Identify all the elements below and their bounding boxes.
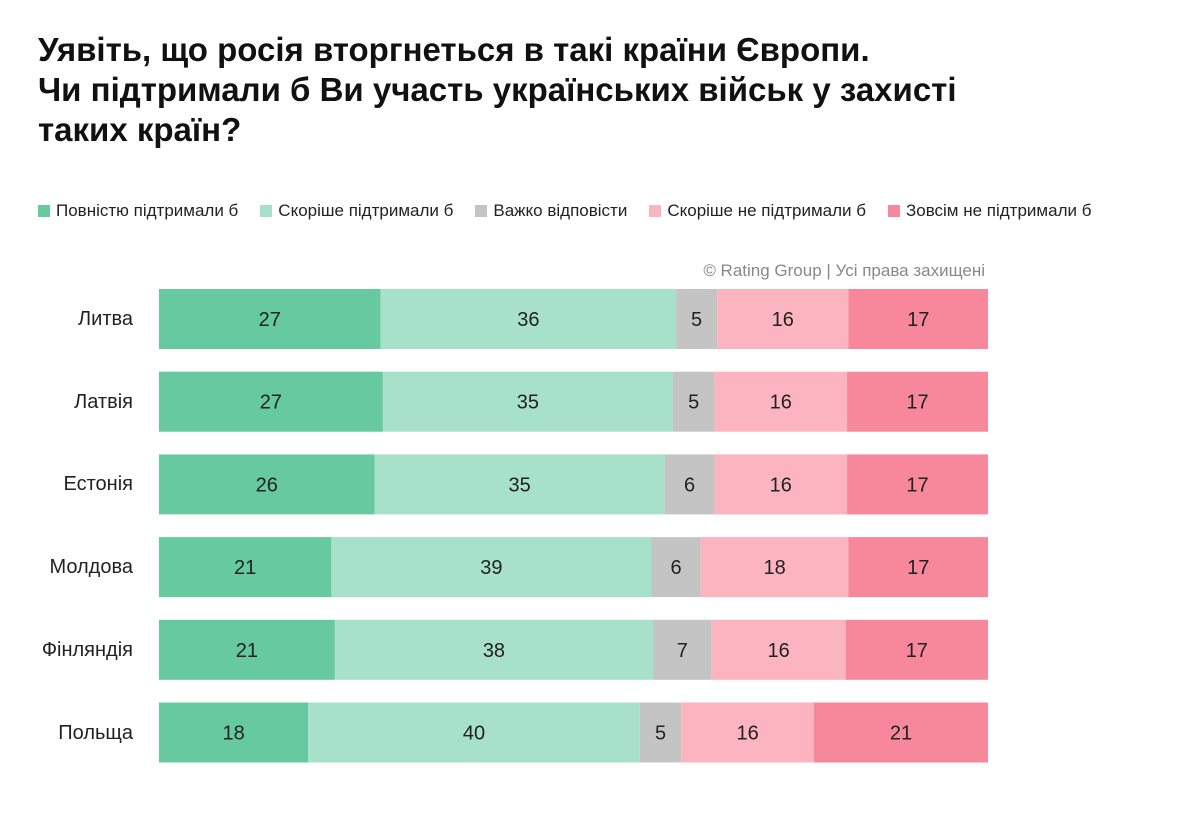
legend-swatch bbox=[475, 205, 488, 217]
category-label: Фінляндія bbox=[41, 638, 133, 661]
legend-swatch bbox=[260, 205, 273, 217]
legend-label: Повністю підтримали б bbox=[56, 201, 239, 220]
data-label: 38 bbox=[483, 640, 505, 662]
bar-segment bbox=[308, 702, 640, 763]
category-label: Латвія bbox=[74, 390, 133, 413]
bar-segment bbox=[159, 454, 375, 515]
category-label: Польща bbox=[58, 721, 133, 744]
legend-swatch bbox=[649, 205, 662, 217]
data-label: 5 bbox=[655, 723, 666, 745]
data-label: 21 bbox=[234, 557, 256, 579]
data-label: 16 bbox=[736, 723, 758, 745]
bar-segment bbox=[848, 537, 988, 598]
data-label: 40 bbox=[463, 723, 485, 745]
legend-swatch bbox=[38, 205, 50, 217]
data-label: 27 bbox=[260, 392, 282, 414]
bar-segment bbox=[681, 702, 814, 763]
data-label: 35 bbox=[508, 474, 530, 496]
bar-segment bbox=[672, 371, 715, 432]
data-label: 18 bbox=[222, 723, 244, 745]
bar-segment bbox=[334, 619, 654, 680]
data-label: 17 bbox=[906, 392, 928, 414]
data-label: 7 bbox=[677, 640, 688, 662]
data-label: 16 bbox=[770, 392, 792, 414]
data-label: 5 bbox=[691, 309, 702, 331]
bar-segment bbox=[847, 454, 988, 515]
legend-item: Скоріше не підтримали б bbox=[649, 201, 866, 221]
chart-title: Уявіть, що росія вторгнеться в такі краї… bbox=[38, 30, 1138, 150]
bar-segment bbox=[676, 289, 718, 349]
data-label: 16 bbox=[768, 640, 790, 662]
bar-segment bbox=[845, 619, 988, 680]
data-label: 16 bbox=[770, 474, 792, 496]
data-label: 17 bbox=[906, 640, 928, 662]
category-label: Молдова bbox=[49, 556, 133, 579]
data-label: 35 bbox=[517, 392, 539, 414]
bar-segment bbox=[159, 702, 309, 763]
legend-item: Повністю підтримали б bbox=[38, 201, 238, 221]
copyright-credit: © Rating Group | Усі права захищені bbox=[703, 261, 985, 280]
bar-segment bbox=[653, 619, 712, 680]
bar-segment bbox=[159, 619, 335, 680]
data-label: 6 bbox=[684, 474, 695, 496]
title-line-1: Уявіть, що росія вторгнеться в такі краї… bbox=[38, 31, 870, 68]
data-label: 5 bbox=[688, 392, 699, 414]
data-label: 16 bbox=[772, 309, 794, 331]
category-label: Литва bbox=[78, 308, 133, 330]
bar-segment bbox=[159, 371, 383, 432]
bar-segment bbox=[700, 537, 849, 598]
legend-item: Зовсім не підтримали б bbox=[887, 201, 1092, 221]
bar-segment bbox=[159, 537, 332, 598]
legend-item: Скоріше підтримали б bbox=[260, 201, 453, 221]
legend-swatch bbox=[887, 205, 900, 217]
title-line-2: Чи підтримали б Ви участь українських ві… bbox=[38, 71, 957, 108]
bar-segment bbox=[380, 289, 677, 349]
legend-label: Важко відповісти bbox=[493, 201, 628, 220]
bar-segment bbox=[382, 371, 673, 432]
bar-segment bbox=[717, 289, 849, 349]
bar-segment bbox=[651, 537, 701, 598]
data-label: 17 bbox=[907, 309, 929, 331]
data-label: 6 bbox=[671, 557, 682, 579]
data-label: 17 bbox=[907, 557, 929, 579]
bar-segment bbox=[848, 289, 988, 349]
title-line-3: таких країн? bbox=[38, 111, 242, 148]
bar-segment bbox=[331, 537, 652, 598]
bar-segment bbox=[711, 619, 846, 680]
bar-segment bbox=[714, 454, 848, 515]
legend-item: Важко відповісти bbox=[475, 201, 627, 221]
bar-segment bbox=[847, 371, 988, 432]
legend-label: Скоріше не підтримали б bbox=[667, 201, 866, 220]
data-label: 39 bbox=[480, 557, 502, 579]
legend-label: Зовсім не підтримали б bbox=[905, 201, 1092, 220]
data-label: 26 bbox=[256, 474, 278, 496]
data-label: 18 bbox=[763, 557, 785, 579]
bar-segment bbox=[374, 454, 665, 515]
category-label: Естонія bbox=[63, 473, 134, 496]
bar-segment bbox=[639, 702, 682, 763]
data-label: 27 bbox=[259, 309, 281, 331]
data-label: 17 bbox=[906, 474, 928, 496]
bar-segment bbox=[664, 454, 715, 515]
legend-label: Скоріше підтримали б bbox=[278, 201, 454, 220]
bar-segment bbox=[813, 702, 988, 763]
chart-legend: Повністю підтримали б Скоріше підтримали… bbox=[38, 200, 1091, 222]
bar-segment bbox=[714, 371, 848, 432]
data-label: 21 bbox=[890, 723, 912, 745]
bar-segment bbox=[159, 289, 381, 349]
data-label: 21 bbox=[236, 640, 258, 662]
data-label: 36 bbox=[517, 309, 539, 331]
